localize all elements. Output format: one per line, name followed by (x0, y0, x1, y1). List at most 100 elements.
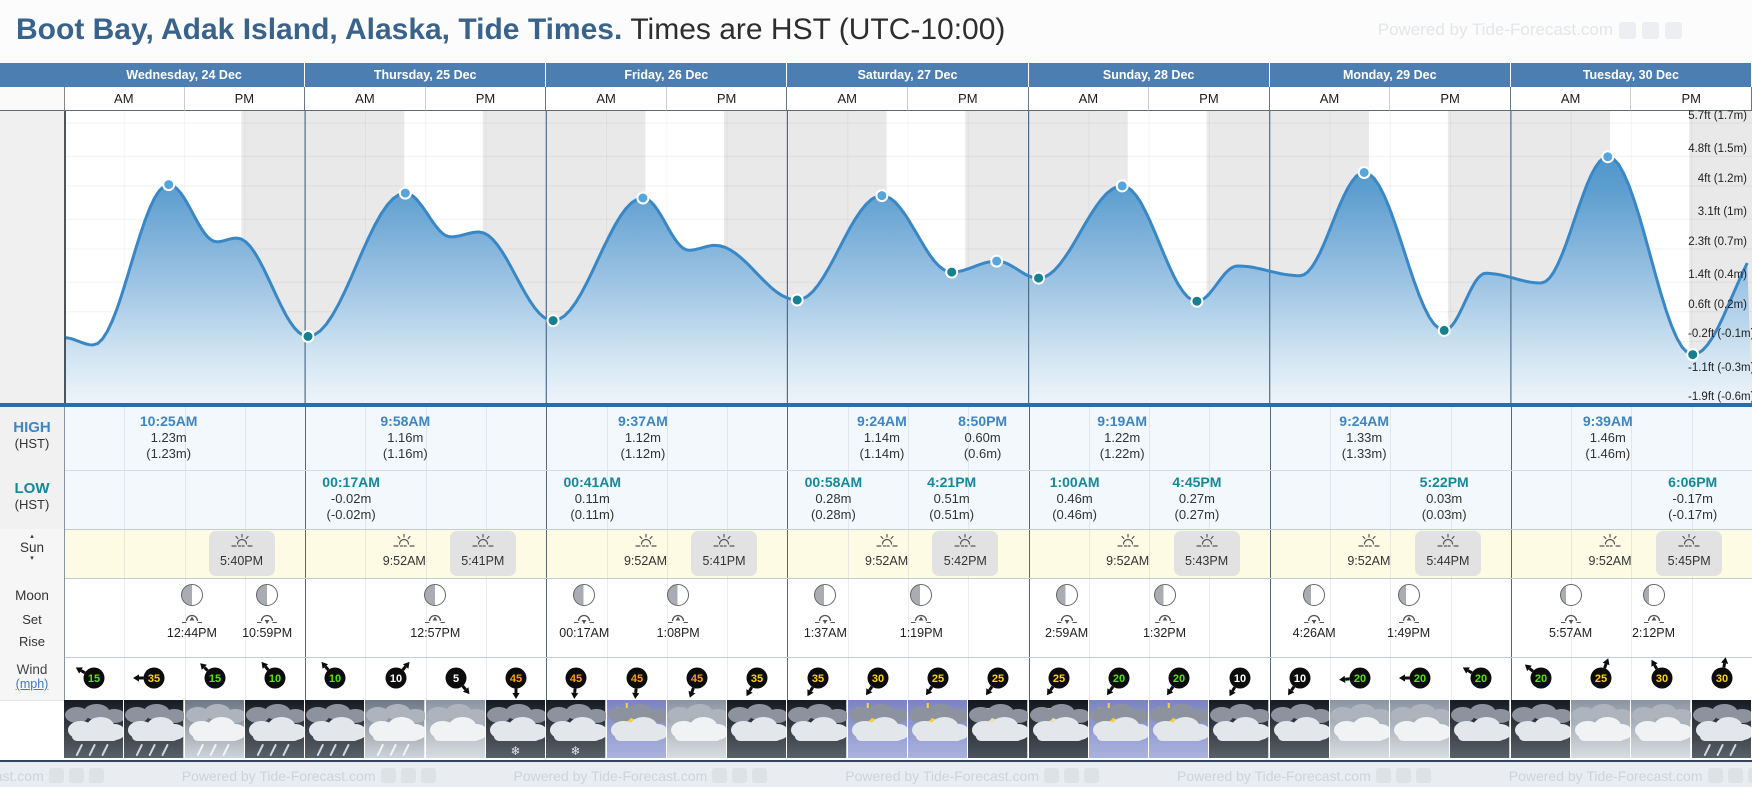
low-tide-marker[interactable] (945, 265, 959, 279)
svg-text:30: 30 (1655, 673, 1667, 685)
ampm-cell-pm: PM (1390, 87, 1511, 111)
social-icon[interactable] (380, 768, 396, 783)
moon-set-entry: 00:17AM (544, 584, 624, 640)
social-icon[interactable] (1747, 768, 1752, 783)
high-tide-marker[interactable] (990, 254, 1004, 268)
high-tide-marker[interactable] (1115, 179, 1129, 193)
y-axis-label: -1.9ft (-0.6m) (1688, 391, 1752, 404)
social-icon[interactable] (732, 768, 748, 783)
social-icon[interactable] (1415, 768, 1431, 783)
powered-by-footer: Powered by Tide-Forecast.com (1177, 768, 1431, 784)
social-icon[interactable] (1727, 768, 1743, 783)
low-tide-marker[interactable] (790, 293, 804, 307)
sun-horizon-icon (1195, 533, 1218, 547)
wind-entry: 10 (1219, 657, 1261, 704)
social-icon[interactable] (48, 768, 64, 783)
svg-text:❄: ❄ (571, 744, 581, 758)
ampm-cell-pm: PM (1631, 87, 1752, 111)
moon-phase-icon (1559, 584, 1582, 606)
sunset-time: 5:44PM (1426, 554, 1470, 568)
social-icon[interactable] (1665, 21, 1682, 39)
high-tide-marker[interactable] (875, 189, 889, 203)
social-icon[interactable] (420, 768, 436, 783)
social-icon[interactable] (88, 768, 104, 783)
low-tide-height-alt: (0.27m) (1174, 507, 1220, 522)
moon-set-arc-icon (1560, 614, 1581, 624)
moon-phase-icon (1303, 584, 1326, 606)
low-tide-marker[interactable] (1190, 294, 1204, 308)
moon-time: 4:26AM (1292, 626, 1336, 640)
sun-horizon-icon (1678, 533, 1700, 547)
weather-cell (305, 700, 367, 758)
svg-text:20: 20 (1113, 673, 1125, 685)
low-tide-time: 4:21PM (927, 474, 977, 490)
sunrise-time: 9:52AM (382, 554, 426, 568)
moon-rise-entry: 1:19PM (881, 584, 961, 640)
moon-phase-icon (667, 584, 690, 606)
ampm-cell-am: AM (1510, 87, 1632, 111)
weather-cell (666, 700, 729, 758)
wind-arrow-icon: 10 (385, 661, 410, 689)
high-tide-marker[interactable] (1357, 166, 1371, 179)
high-tide-marker[interactable] (1601, 150, 1615, 164)
day-boundary-line (1028, 407, 1030, 700)
svg-text:15: 15 (209, 673, 221, 685)
powered-by-footer-text: Powered by Tide-Forecast.com (0, 767, 44, 784)
wind-entry: 10 (1279, 657, 1321, 704)
social-icon[interactable] (400, 768, 416, 783)
low-tide-marker[interactable] (1686, 348, 1700, 362)
social-icon[interactable] (1084, 768, 1099, 783)
social-icon[interactable] (1707, 768, 1723, 783)
svg-text:45: 45 (510, 673, 522, 685)
low-tide-entry: 4:21PM 0.51m (0.51m) (890, 474, 1014, 523)
social-icon[interactable] (1044, 768, 1059, 783)
low-row-label: LOW (HST) (0, 470, 64, 529)
low-tide-marker[interactable] (1032, 271, 1046, 285)
mph-unit-link[interactable]: (mph) (15, 677, 49, 691)
social-icon[interactable] (1619, 21, 1636, 39)
weather-icon-sun-cloud (847, 700, 909, 758)
quarter-line (1631, 407, 1633, 700)
weather-icon-rain-gray (184, 700, 246, 758)
moon-set-entry: 1:37AM (785, 584, 865, 640)
wind-entry: 25 (977, 657, 1019, 704)
high-tide-height: 1.22m (1104, 430, 1141, 445)
high-tide-time: 9:58AM (380, 413, 431, 429)
high-tide-height: 1.46m (1589, 430, 1626, 445)
quarter-line (1330, 407, 1331, 700)
low-tide-height-alt: (0.11m) (570, 507, 615, 522)
sun-horizon-icon (954, 533, 976, 547)
low-tide-marker[interactable] (546, 314, 560, 328)
sun-horizon-icon (1599, 533, 1621, 547)
sunset-time: 5:45PM (1667, 554, 1711, 568)
high-tide-entry: 9:24AM 1.33m (1.33m) (1302, 413, 1426, 462)
social-icon[interactable] (68, 768, 84, 783)
social-icon[interactable] (1375, 768, 1391, 783)
high-tide-entry: 9:58AM 1.16m (1.16m) (343, 413, 467, 462)
moon-time: 12:44PM (166, 626, 217, 640)
high-tide-marker[interactable] (398, 186, 412, 200)
low-tide-entry: 1:00AM 0.46m (0.46m) (1013, 474, 1137, 523)
wind-entry: 30 (857, 657, 899, 704)
moon-time: 2:59AM (1045, 626, 1089, 640)
low-tide-marker[interactable] (1437, 323, 1451, 337)
weather-cell (244, 700, 307, 758)
wind-arrow-icon: 10 (1287, 667, 1311, 696)
high-tide-marker[interactable] (636, 191, 650, 205)
sun-horizon-icon (393, 533, 415, 547)
day-boundary-line (1269, 407, 1271, 700)
social-icon[interactable] (1642, 21, 1659, 39)
wind-entry: 35 (797, 657, 839, 704)
social-icon[interactable] (1064, 768, 1079, 783)
weather-cell (1631, 700, 1693, 758)
high-tide-marker[interactable] (162, 178, 176, 192)
weather-icon-sun-cloud (606, 700, 668, 758)
low-tide-marker[interactable] (301, 329, 315, 343)
ampm-cell-pm: PM (908, 87, 1029, 111)
social-icon[interactable] (712, 768, 728, 783)
social-icon[interactable] (1395, 768, 1411, 783)
sunset-entry: 5:41PM (691, 531, 757, 576)
high-tide-height-alt: (1.12m) (620, 446, 666, 461)
low-tide-entry: 00:41AM 0.11m (0.11m) (530, 474, 654, 523)
social-icon[interactable] (752, 768, 768, 783)
